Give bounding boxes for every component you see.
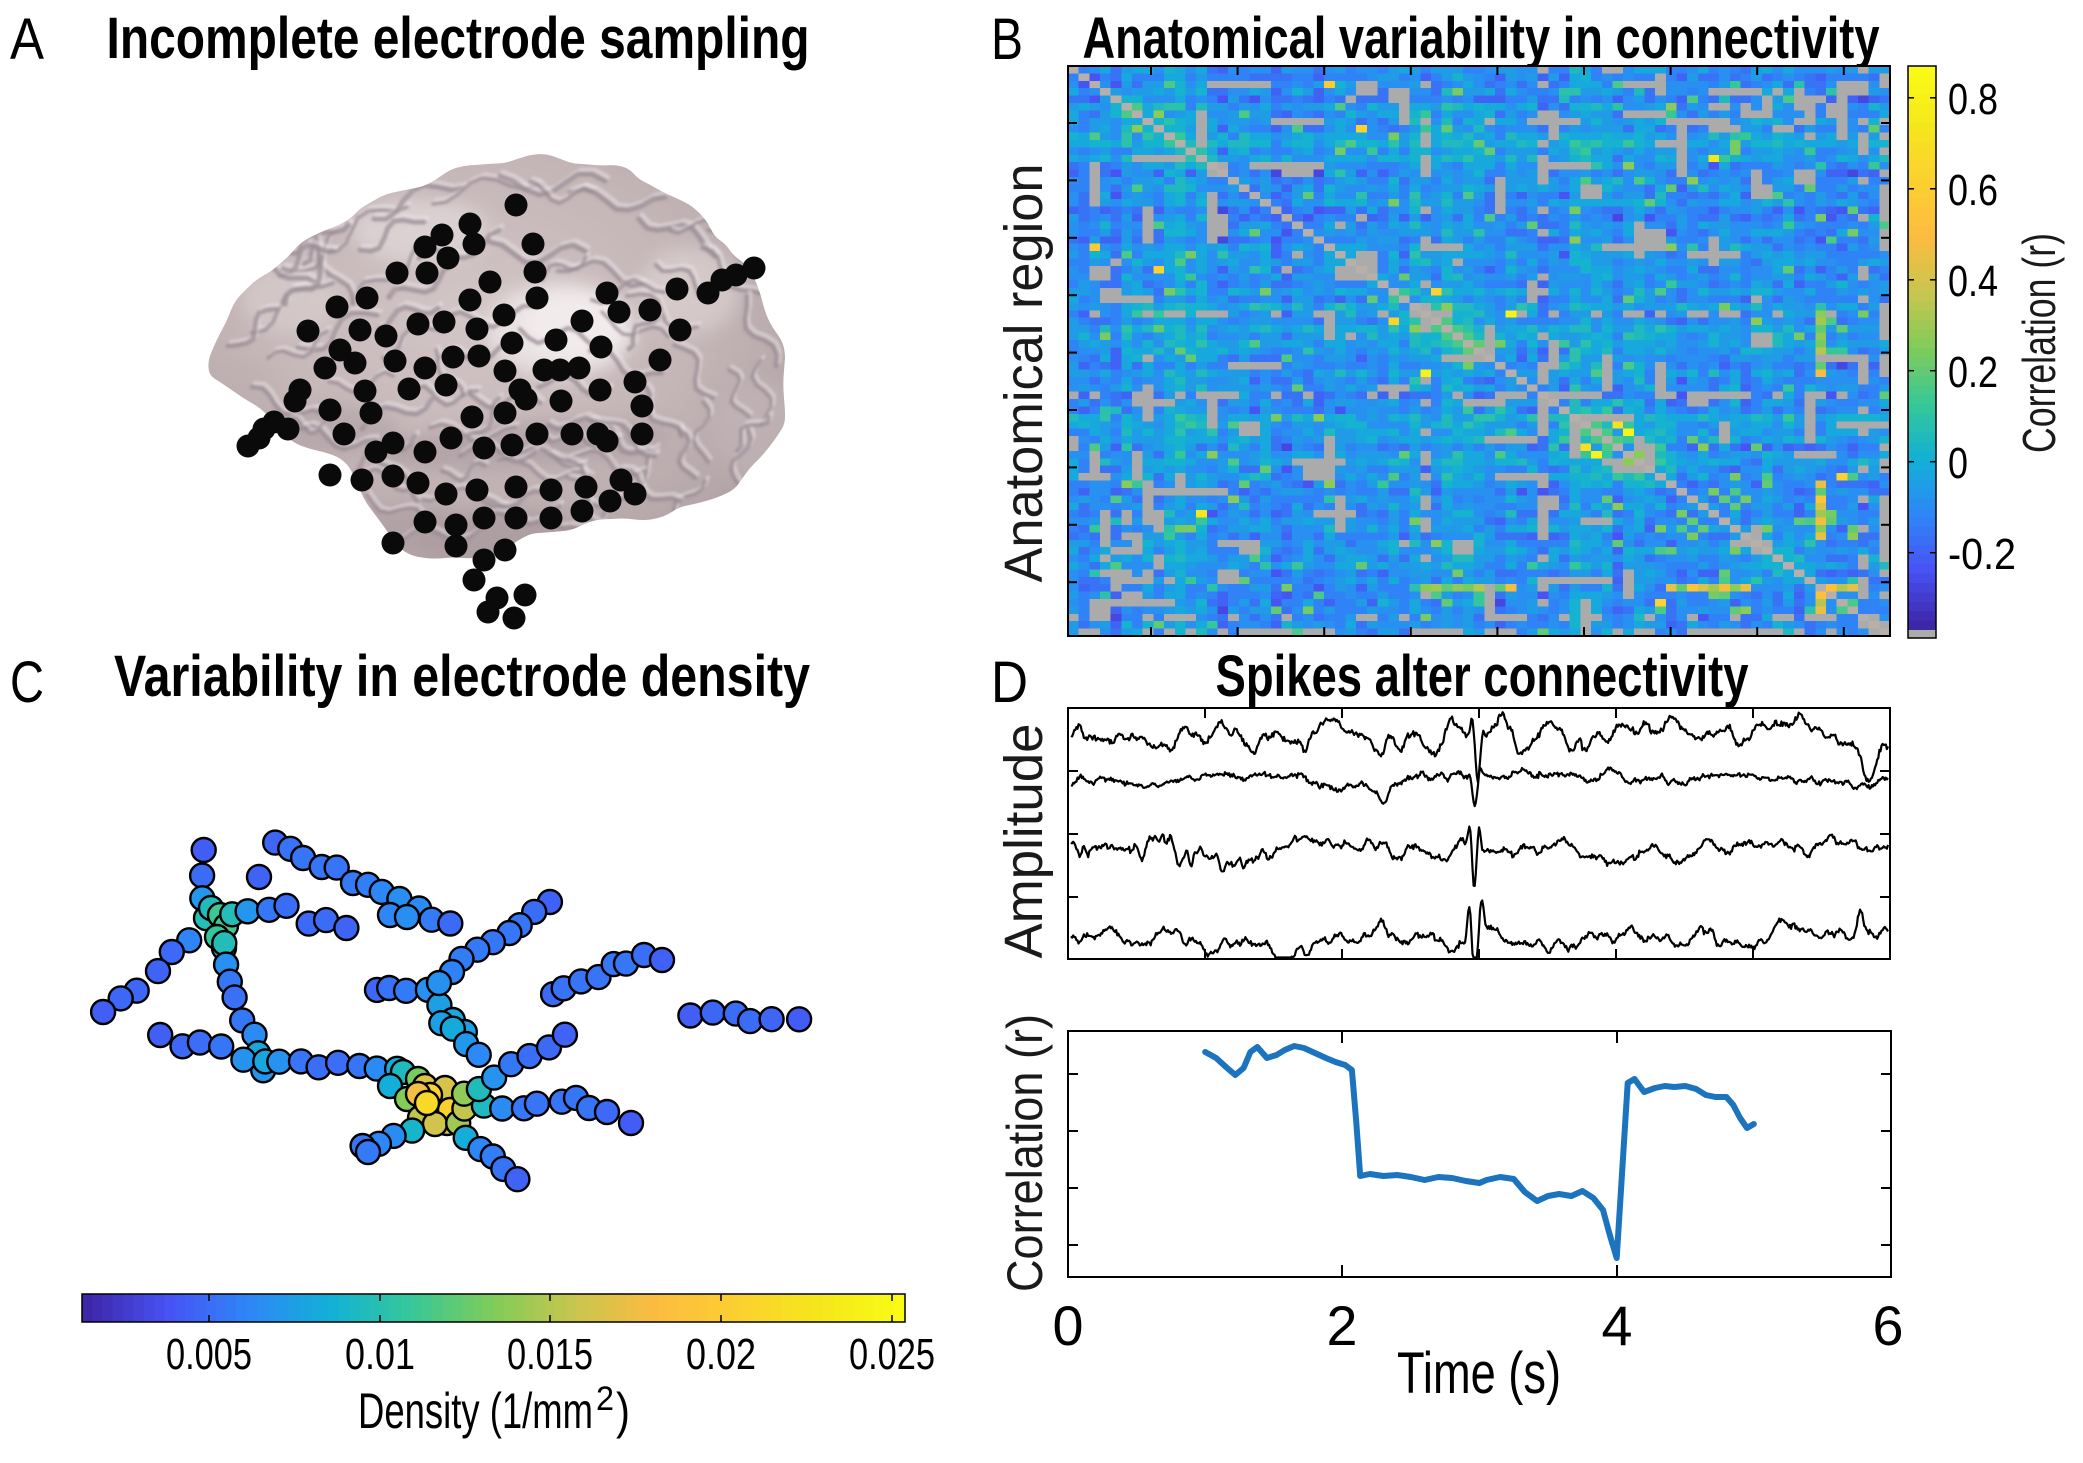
svg-text:0.2: 0.2 bbox=[1948, 348, 1998, 397]
svg-text:Density (1/mm: Density (1/mm bbox=[358, 1383, 593, 1439]
svg-text:Anatomical region: Anatomical region bbox=[994, 164, 1054, 583]
svg-text:0.01: 0.01 bbox=[345, 1330, 415, 1379]
svg-text:Incomplete electrode sampling: Incomplete electrode sampling bbox=[107, 6, 810, 71]
svg-text:Spikes alter connectivity: Spikes alter connectivity bbox=[1216, 644, 1749, 709]
svg-text:4: 4 bbox=[1602, 1294, 1633, 1357]
svg-text:0.4: 0.4 bbox=[1948, 257, 1998, 306]
svg-text:C: C bbox=[10, 650, 44, 715]
svg-text:0.8: 0.8 bbox=[1948, 75, 1998, 124]
svg-text:Correlation (r): Correlation (r) bbox=[997, 1014, 1053, 1292]
svg-text:0: 0 bbox=[1053, 1294, 1084, 1357]
svg-text:B: B bbox=[991, 7, 1023, 72]
svg-text:): ) bbox=[616, 1383, 630, 1439]
svg-text:Time (s): Time (s) bbox=[1397, 1341, 1561, 1406]
svg-text:2: 2 bbox=[596, 1380, 614, 1418]
svg-text:0.005: 0.005 bbox=[166, 1330, 252, 1379]
svg-text:0.015: 0.015 bbox=[507, 1330, 593, 1379]
svg-text:Anatomical variability in conn: Anatomical variability in connectivity bbox=[1083, 6, 1880, 71]
svg-text:D: D bbox=[991, 650, 1028, 715]
svg-text:-0.2: -0.2 bbox=[1948, 530, 2016, 579]
svg-text:2: 2 bbox=[1327, 1294, 1358, 1357]
svg-text:0.025: 0.025 bbox=[849, 1330, 935, 1379]
svg-text:0.6: 0.6 bbox=[1948, 166, 1998, 215]
svg-text:Variability in electrode densi: Variability in electrode density bbox=[114, 644, 810, 709]
svg-text:0.02: 0.02 bbox=[686, 1330, 756, 1379]
svg-text:Correlation (r): Correlation (r) bbox=[2013, 233, 2065, 453]
svg-text:6: 6 bbox=[1873, 1294, 1904, 1357]
svg-text:A: A bbox=[10, 7, 44, 72]
svg-text:Amplitude: Amplitude bbox=[994, 724, 1054, 959]
svg-text:0: 0 bbox=[1948, 439, 1968, 488]
